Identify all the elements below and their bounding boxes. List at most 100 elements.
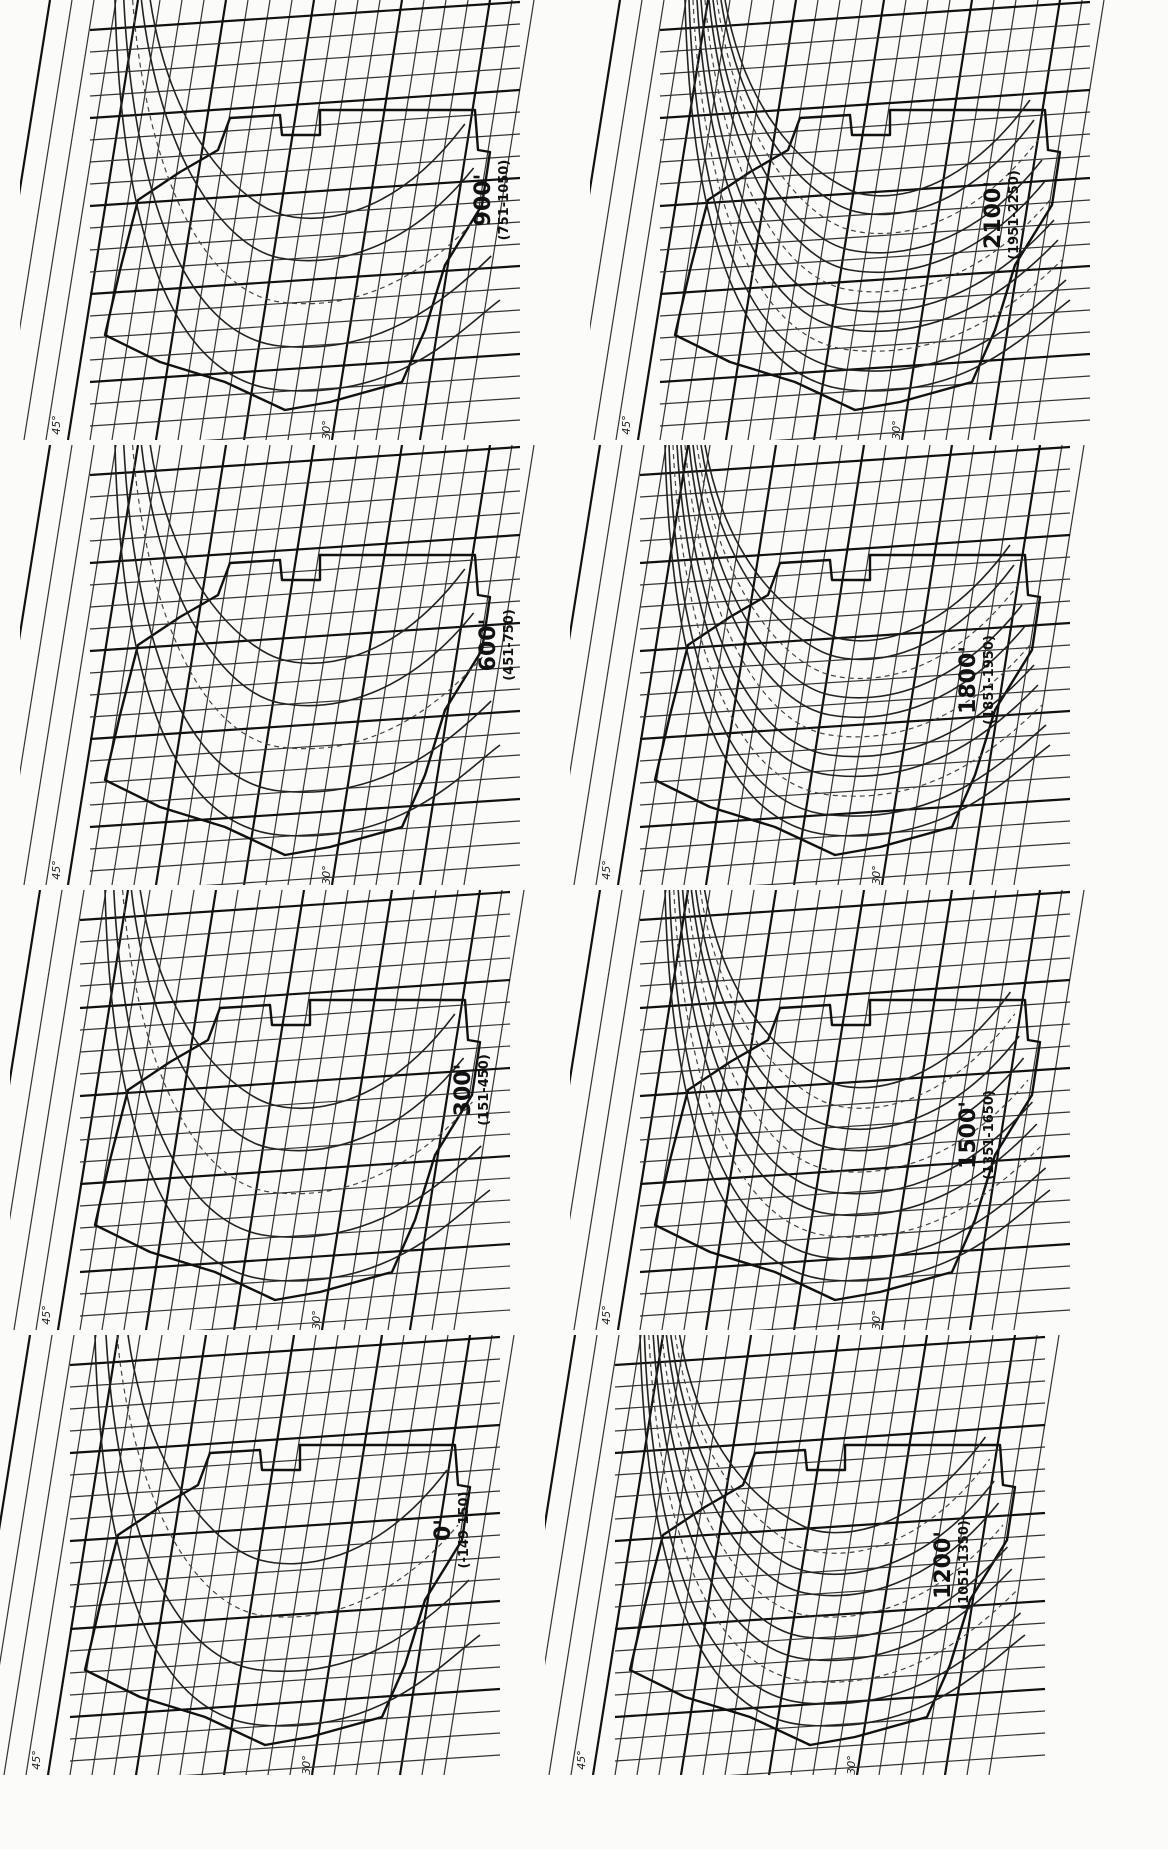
grid-line <box>266 445 336 885</box>
map-body <box>530 445 1084 915</box>
map-body <box>0 1335 514 1805</box>
grid-line <box>550 0 620 440</box>
grid-line <box>90 711 520 739</box>
grid-line <box>90 0 160 440</box>
grid-line <box>92 1335 162 1775</box>
grid-line <box>24 0 94 440</box>
grid-line <box>814 0 884 440</box>
grid-line <box>618 890 688 1330</box>
grid-line <box>58 890 128 1330</box>
elevation-label: 2100' <box>981 181 1006 249</box>
grid-line <box>68 0 138 440</box>
grid-line <box>300 890 370 1330</box>
grid-line <box>90 733 520 761</box>
elevation-range: (451-750) <box>502 609 517 681</box>
grid-line <box>278 890 348 1330</box>
latitude-label: 45° <box>575 1750 588 1770</box>
grid-line <box>246 1335 316 1775</box>
grid-line <box>572 0 642 440</box>
grid-line <box>615 1733 1045 1761</box>
latitude-label: 30° <box>845 1755 858 1775</box>
grid-line <box>356 1335 426 1775</box>
elevation-range: (751-1050) <box>497 160 512 241</box>
grid-line <box>24 445 94 885</box>
grid-line <box>334 1335 404 1775</box>
grid-line <box>70 1601 500 1629</box>
grid-line <box>124 890 194 1330</box>
map-panel: 45°30° <box>0 0 534 470</box>
grid-line <box>14 890 84 1330</box>
grid-line <box>660 398 1090 426</box>
grid-line <box>640 1288 1070 1316</box>
grid-line <box>90 376 520 404</box>
grid-line <box>794 445 864 885</box>
grid-line <box>366 890 436 1330</box>
map-body <box>505 1335 1059 1805</box>
grid-line <box>1034 0 1104 440</box>
grid-line <box>80 1332 510 1360</box>
grid-line <box>70 1623 500 1651</box>
grid-line <box>992 445 1062 885</box>
latitude-label: 30° <box>890 420 903 440</box>
grid-line <box>90 535 520 563</box>
grid-line <box>574 890 644 1330</box>
grid-line <box>860 445 930 885</box>
grid-line <box>2 0 72 440</box>
grid-line <box>90 398 520 426</box>
elevation-label: 0' <box>431 1519 456 1541</box>
elevation-range: (1951-2250) <box>1007 170 1022 260</box>
map-body <box>0 445 534 915</box>
elevation-label: 1800' <box>956 646 981 714</box>
latitude-label: 30° <box>300 1755 313 1775</box>
elevation-range: (-149-150) <box>457 1492 472 1569</box>
grid-line <box>268 1335 338 1775</box>
map-body <box>530 890 1084 1360</box>
latitude-label: 30° <box>870 1310 883 1330</box>
grid-line <box>574 445 644 885</box>
latitude-label: 45° <box>30 1750 43 1770</box>
grid-line <box>80 980 510 1008</box>
elevation-range: (151-450) <box>477 1054 492 1126</box>
grid-line <box>234 890 304 1330</box>
grid-line <box>660 420 1090 448</box>
grid-line <box>46 445 116 885</box>
grid-line <box>838 890 908 1330</box>
grid-line <box>90 90 520 118</box>
grid-line <box>615 1777 1045 1805</box>
grid-line <box>747 1335 817 1775</box>
elevation-label: 600' <box>476 619 501 672</box>
grid-line <box>90 579 520 607</box>
grid-line <box>378 1335 448 1775</box>
map-panel: 45° 30° <box>0 1335 514 1805</box>
map-body <box>0 890 524 1360</box>
grid-line <box>112 0 182 440</box>
latitude-label: 30° <box>310 1310 323 1330</box>
elevation-label: 1500' <box>956 1101 981 1169</box>
grid-line <box>615 1337 1045 1365</box>
grid-line <box>80 890 150 1330</box>
grid-line <box>4 1335 74 1775</box>
grid-line <box>594 0 664 440</box>
grid-line <box>640 1266 1070 1294</box>
grid-line <box>288 0 358 440</box>
grid-line <box>593 1335 663 1775</box>
grid-line <box>376 445 446 885</box>
grid-line <box>615 1425 1045 1453</box>
elevation-range: (1351-1650) <box>982 1090 997 1180</box>
grid-line <box>552 445 622 885</box>
grid-line <box>596 445 666 885</box>
grid-line <box>90 420 520 448</box>
grid-line <box>616 0 686 440</box>
grid-line <box>244 445 314 885</box>
grid-line <box>684 445 754 885</box>
grid-line <box>70 1733 500 1761</box>
latitude-label: 30° <box>320 865 333 885</box>
elevation-range: (1051-1350) <box>957 1520 972 1610</box>
grid-line <box>615 1513 1045 1541</box>
grid-line <box>70 1335 140 1775</box>
grid-line <box>794 890 864 1330</box>
grid-line <box>640 843 1070 871</box>
grid-line <box>90 266 520 294</box>
grid-line <box>288 445 358 885</box>
grid-line <box>80 1156 510 1184</box>
